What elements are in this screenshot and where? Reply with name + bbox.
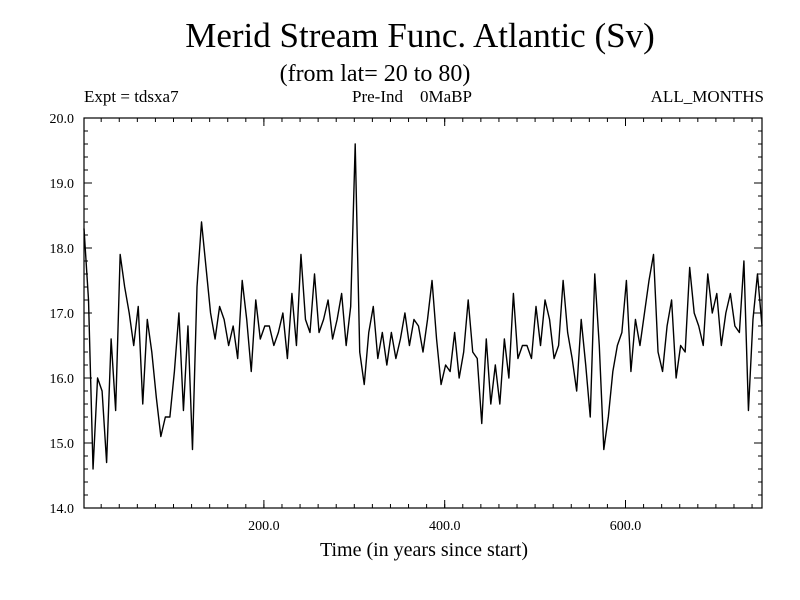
x-tick-label: 400.0 <box>429 519 461 534</box>
plot-frame <box>83 117 763 509</box>
months-label: ALL_MONTHS <box>650 87 764 106</box>
axis-ticks: 14.0 15.0 16.0 17.0 18.0 19.0 20.0 200.0 400.0 60… <box>50 112 762 534</box>
x-tick-label: 600.0 <box>610 519 642 534</box>
y-tick-label: 15.0 <box>50 437 75 452</box>
y-tick-label: 17.0 <box>50 307 75 322</box>
y-tick-label: 14.0 <box>50 502 75 517</box>
y-tick-label: 20.0 <box>50 112 75 127</box>
experiment-label: Expt = tdsxa7 <box>84 87 179 106</box>
chart-subtitle: (from lat= 20 to 80) <box>279 61 471 87</box>
period-label: Pre-Ind 0MaBP <box>352 87 472 106</box>
x-tick-label: 200.0 <box>248 519 280 534</box>
y-tick-label: 19.0 <box>50 177 75 192</box>
y-tick-label: 16.0 <box>50 372 75 387</box>
series-group <box>83 143 763 470</box>
chart-title: Merid Stream Func. Atlantic (Sv) <box>185 16 655 55</box>
x-axis-label: Time (in years since start) <box>319 539 529 561</box>
series-line <box>83 143 763 470</box>
y-tick-label: 18.0 <box>50 242 75 257</box>
